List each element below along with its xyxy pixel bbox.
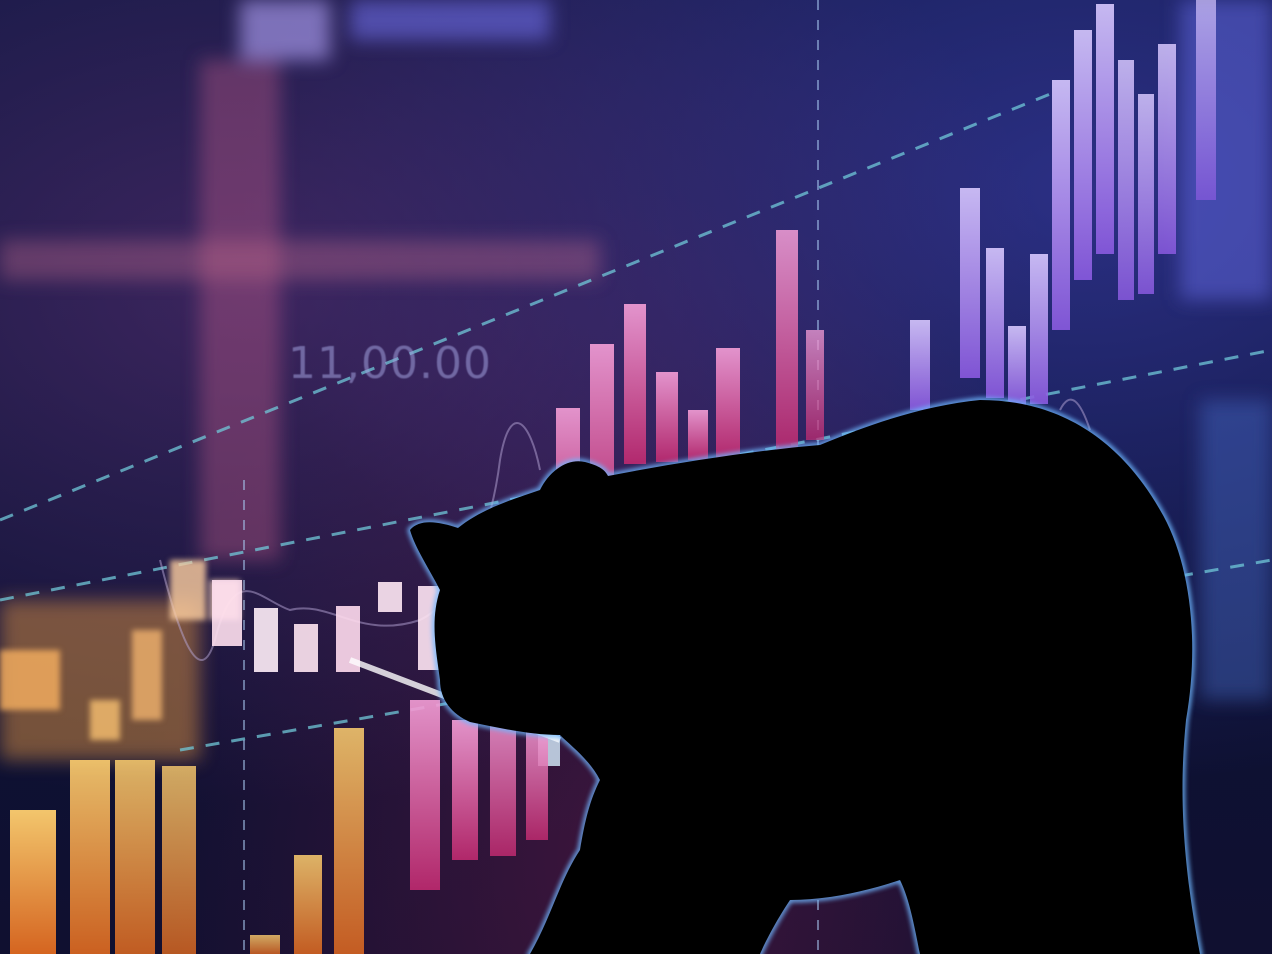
violet-bars bbox=[910, 0, 1216, 410]
bear-silhouette-icon bbox=[407, 397, 1203, 954]
price-overlay-label: 11,00.00 bbox=[288, 338, 492, 389]
warm-bars bbox=[10, 728, 364, 954]
background-glow bbox=[0, 0, 1272, 760]
